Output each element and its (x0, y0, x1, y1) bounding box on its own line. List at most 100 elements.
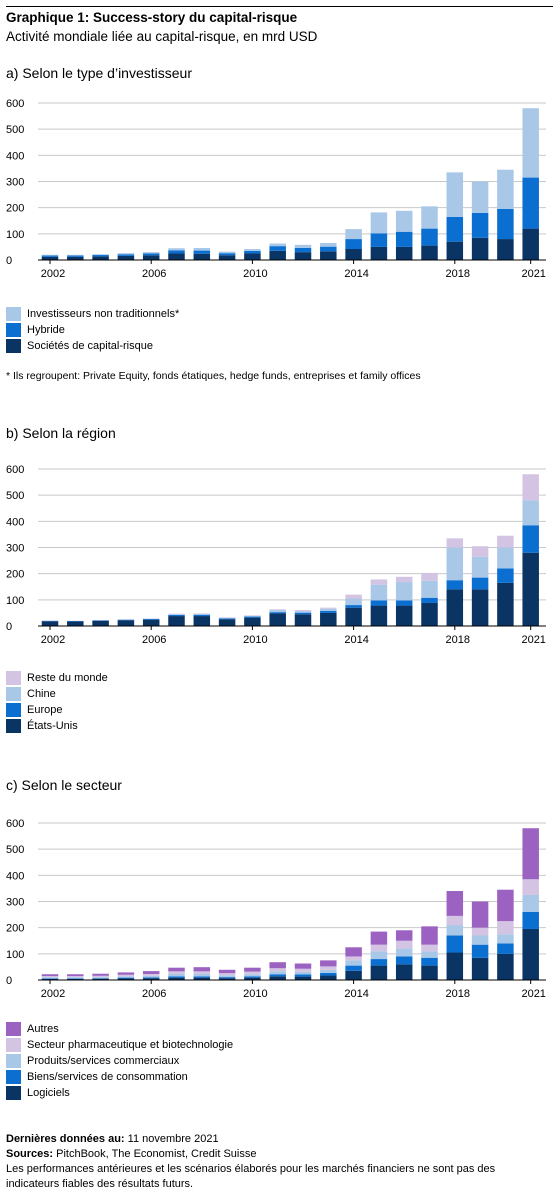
bar-segment (142, 255, 160, 260)
bar-segment (497, 582, 514, 626)
legend-swatch (6, 1038, 21, 1052)
legend-swatch (6, 687, 21, 701)
y-tick-label: 200 (6, 569, 24, 581)
bar-segment (67, 976, 84, 978)
bar-segment (446, 891, 464, 916)
legend-label: Investisseurs non traditionnels* (27, 308, 180, 320)
bar-segment (421, 245, 438, 260)
bar-segment (193, 967, 211, 972)
bar-segment (193, 971, 211, 974)
bar-segment (142, 971, 160, 974)
bar-segment (395, 956, 413, 965)
bar-segment (168, 614, 185, 616)
y-tick-label: 100 (6, 595, 24, 607)
figure-title: Graphique 1: Success-story du capital-ri… (6, 10, 298, 25)
bar-segment (497, 535, 514, 548)
bar-segment (218, 975, 236, 978)
bar-segment (421, 572, 438, 581)
bar-segment (370, 944, 388, 952)
footer-date: Dernières données au: 11 novembre 2021 (6, 1132, 551, 1147)
bar-segment (168, 613, 185, 615)
bar-segment (446, 915, 464, 926)
bar-segment (92, 973, 109, 976)
bar-segment (294, 974, 312, 977)
y-tick-label: 300 (6, 543, 24, 555)
footer-disclaimer: Les performances antérieures et les scén… (6, 1163, 496, 1190)
x-tick-label: 2002 (41, 988, 65, 1000)
bar-segment (168, 248, 185, 251)
bar-segment (421, 580, 438, 598)
bar-segment (92, 978, 109, 980)
bar-segment (446, 935, 464, 953)
chart-sector: 0 100 200 300 400 500 600 2002 2006 2010 2014 2018 2… (6, 818, 546, 1000)
bar-segment (269, 612, 286, 614)
bar-segment (294, 614, 312, 626)
bar-segment (168, 976, 185, 978)
bar-segment (218, 255, 236, 260)
bar-segment (41, 978, 59, 979)
y-tick-label: 0 (6, 621, 12, 633)
bar-segment (218, 973, 236, 976)
bar-segment (269, 971, 286, 975)
bar-segment (294, 968, 312, 972)
bar-segment (117, 974, 135, 977)
legend-swatch (6, 1070, 21, 1084)
bar-segment (471, 957, 489, 980)
bar-segment (370, 246, 388, 260)
bar-segment (345, 598, 362, 606)
bar-segment (41, 621, 59, 626)
panel-c-title: c) Selon le secteur (6, 777, 122, 793)
x-tick-label: 2010 (243, 988, 267, 1000)
bar-segment (522, 928, 539, 980)
bar-segment (370, 579, 388, 585)
bar-segment (41, 256, 59, 260)
bar-segment (294, 252, 312, 260)
bar-segment (218, 251, 236, 254)
bar-segment (142, 973, 160, 976)
bar-segment (294, 963, 312, 969)
y-tick-label: 400 (6, 150, 24, 162)
bar-segment (193, 977, 211, 980)
bar-segment (269, 250, 286, 260)
bar-segment (497, 889, 514, 922)
legend-label: Autres (27, 1023, 59, 1035)
bar-segment (218, 617, 236, 618)
bar-segment (67, 255, 84, 257)
bar-segment (446, 241, 464, 260)
bar-segment (294, 244, 312, 248)
bar-segment (345, 965, 362, 971)
bar-segment (117, 620, 135, 626)
x-tick-label: 2021 (521, 634, 545, 646)
legend-item: Secteur pharmaceutique et biotechnologie (6, 1037, 233, 1053)
bar-segment (446, 547, 464, 581)
bar-segment (370, 959, 388, 966)
bar-segment (497, 208, 514, 240)
legend-item: Reste du monde (6, 670, 108, 686)
footer-sources-label: Sources: (6, 1148, 54, 1160)
bar-segment (522, 525, 539, 553)
bar-segment (67, 256, 84, 260)
bar-segment (92, 978, 109, 979)
bar-segment (522, 894, 539, 912)
bar-segment (471, 935, 489, 945)
bar-segment (269, 976, 286, 980)
y-tick-label: 300 (6, 897, 24, 909)
bar-segment (395, 605, 413, 626)
bar-segment (345, 970, 362, 980)
legend-region: Reste du monde Chine Europe États-Unis (6, 670, 108, 734)
legend-label: Biens/services de consommation (27, 1071, 188, 1083)
y-tick-label: 100 (6, 229, 24, 241)
bar-segment (244, 976, 261, 978)
bar-segment (471, 212, 489, 238)
x-tick-label: 2018 (446, 988, 470, 1000)
legend-label: Europe (27, 704, 63, 716)
footer-date-value: 11 novembre 2021 (127, 1133, 219, 1145)
bar-segment (67, 978, 84, 979)
bar-segment (497, 547, 514, 569)
x-tick-label: 2014 (344, 988, 368, 1000)
bar-segment (497, 568, 514, 583)
bar-segment (168, 971, 185, 974)
bar-segment (522, 828, 539, 880)
bar-segment (117, 255, 135, 260)
legend-label: Secteur pharmaceutique et biotechnologie (27, 1039, 234, 1051)
